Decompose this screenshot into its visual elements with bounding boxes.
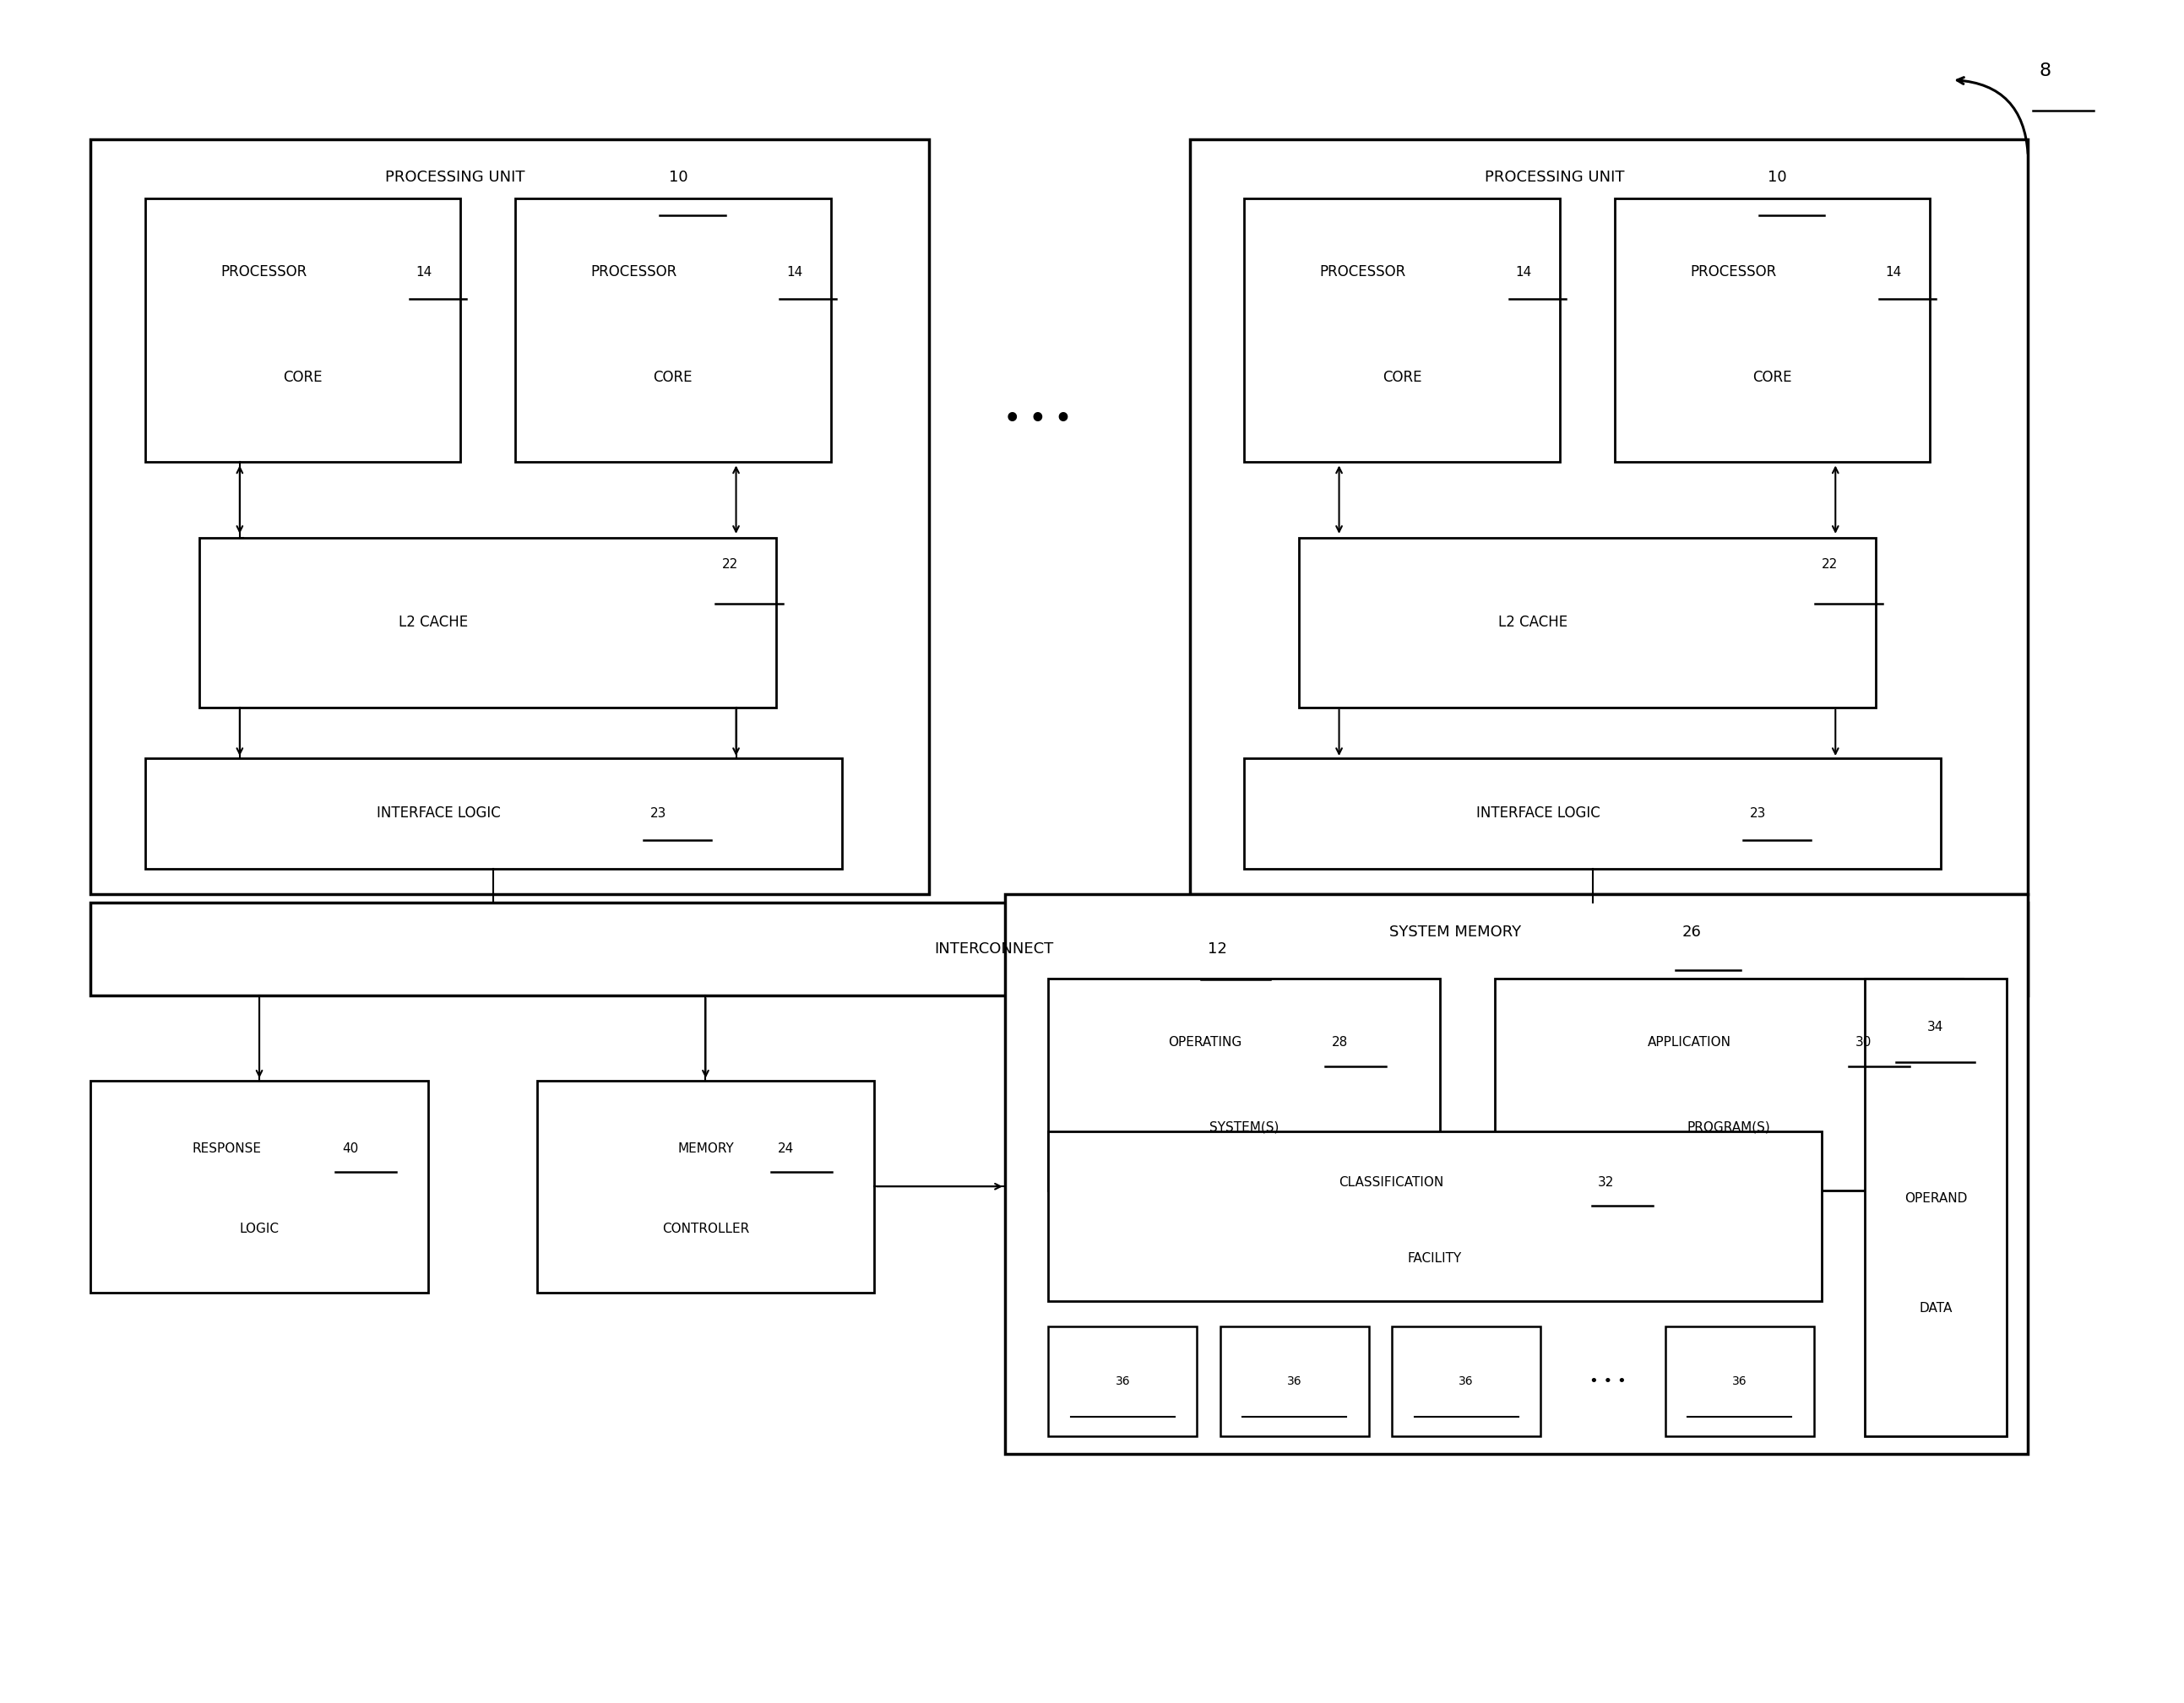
Text: L2 CACHE: L2 CACHE: [1498, 615, 1568, 630]
Text: 14: 14: [1885, 266, 1902, 279]
Bar: [537, 1080, 874, 1293]
Text: 23: 23: [651, 807, 666, 819]
Text: INTERCONNECT: INTERCONNECT: [935, 942, 1053, 957]
Text: LOGIC: LOGIC: [240, 1223, 280, 1235]
Text: 14: 14: [1516, 266, 1531, 279]
Text: • • •: • • •: [1590, 1374, 1627, 1390]
Bar: [1048, 979, 1439, 1190]
Bar: [1005, 894, 2029, 1454]
Text: CORE: CORE: [1382, 370, 1422, 385]
Text: CORE: CORE: [653, 370, 692, 385]
Bar: [1614, 199, 1931, 462]
Text: 34: 34: [1928, 1022, 1944, 1034]
Text: 36: 36: [1116, 1376, 1129, 1388]
Text: 14: 14: [786, 266, 802, 279]
Text: RESPONSE: RESPONSE: [192, 1143, 262, 1155]
Text: 22: 22: [1821, 559, 1837, 571]
Bar: [1221, 1327, 1369, 1437]
Text: PROGRAM(S): PROGRAM(S): [1686, 1121, 1771, 1134]
Text: CORE: CORE: [1754, 370, 1791, 385]
Bar: [1048, 1131, 1821, 1301]
Text: 23: 23: [1749, 807, 1767, 819]
Bar: [1391, 1327, 1540, 1437]
Text: DATA: DATA: [1920, 1303, 1952, 1315]
Text: 22: 22: [723, 559, 738, 571]
Text: FACILITY: FACILITY: [1409, 1252, 1461, 1265]
Text: 36: 36: [1286, 1376, 1302, 1388]
Bar: [1048, 1327, 1197, 1437]
Text: SYSTEM MEMORY: SYSTEM MEMORY: [1389, 925, 1522, 940]
Text: 12: 12: [1208, 942, 1227, 957]
Text: APPLICATION: APPLICATION: [1647, 1035, 1732, 1049]
Bar: [1245, 199, 1559, 462]
Text: INTERFACE LOGIC: INTERFACE LOGIC: [378, 806, 500, 821]
Text: 30: 30: [1854, 1035, 1872, 1049]
Text: 8: 8: [2040, 63, 2051, 80]
Text: PROCESSING UNIT: PROCESSING UNIT: [1485, 170, 1625, 186]
Text: PROCESSING UNIT: PROCESSING UNIT: [384, 170, 524, 186]
Text: SYSTEM(S): SYSTEM(S): [1210, 1121, 1280, 1134]
Text: 10: 10: [668, 170, 688, 186]
Text: 28: 28: [1332, 1035, 1348, 1049]
Text: PROCESSOR: PROCESSOR: [1690, 264, 1776, 279]
Bar: [90, 903, 2029, 996]
Bar: [515, 199, 830, 462]
Bar: [1299, 538, 1876, 707]
Text: • • •: • • •: [1005, 407, 1072, 431]
Text: PROCESSOR: PROCESSOR: [221, 264, 306, 279]
Text: 36: 36: [1459, 1376, 1474, 1388]
Bar: [1190, 140, 2029, 894]
Text: 10: 10: [1767, 170, 1787, 186]
Bar: [144, 758, 841, 869]
Text: MEMORY: MEMORY: [677, 1143, 734, 1155]
Bar: [1664, 1327, 1815, 1437]
Text: 40: 40: [343, 1143, 358, 1155]
Bar: [199, 538, 775, 707]
Text: CORE: CORE: [284, 370, 323, 385]
Text: 14: 14: [417, 266, 432, 279]
Bar: [90, 1080, 428, 1293]
Text: CLASSIFICATION: CLASSIFICATION: [1339, 1175, 1444, 1189]
Text: PROCESSOR: PROCESSOR: [1319, 264, 1406, 279]
Bar: [1245, 758, 1942, 869]
Bar: [1494, 979, 1963, 1190]
Text: 26: 26: [1682, 925, 1701, 940]
Text: PROCESSOR: PROCESSOR: [590, 264, 677, 279]
Text: OPERATING: OPERATING: [1168, 1035, 1243, 1049]
Text: 24: 24: [778, 1143, 793, 1155]
Text: 32: 32: [1599, 1175, 1614, 1189]
Text: L2 CACHE: L2 CACHE: [400, 615, 467, 630]
Text: INTERFACE LOGIC: INTERFACE LOGIC: [1476, 806, 1601, 821]
Bar: [144, 199, 461, 462]
Bar: [1865, 979, 2007, 1437]
Text: 36: 36: [1732, 1376, 1747, 1388]
Text: CONTROLLER: CONTROLLER: [662, 1223, 749, 1235]
Bar: [90, 140, 928, 894]
Text: OPERAND: OPERAND: [1904, 1192, 1968, 1204]
